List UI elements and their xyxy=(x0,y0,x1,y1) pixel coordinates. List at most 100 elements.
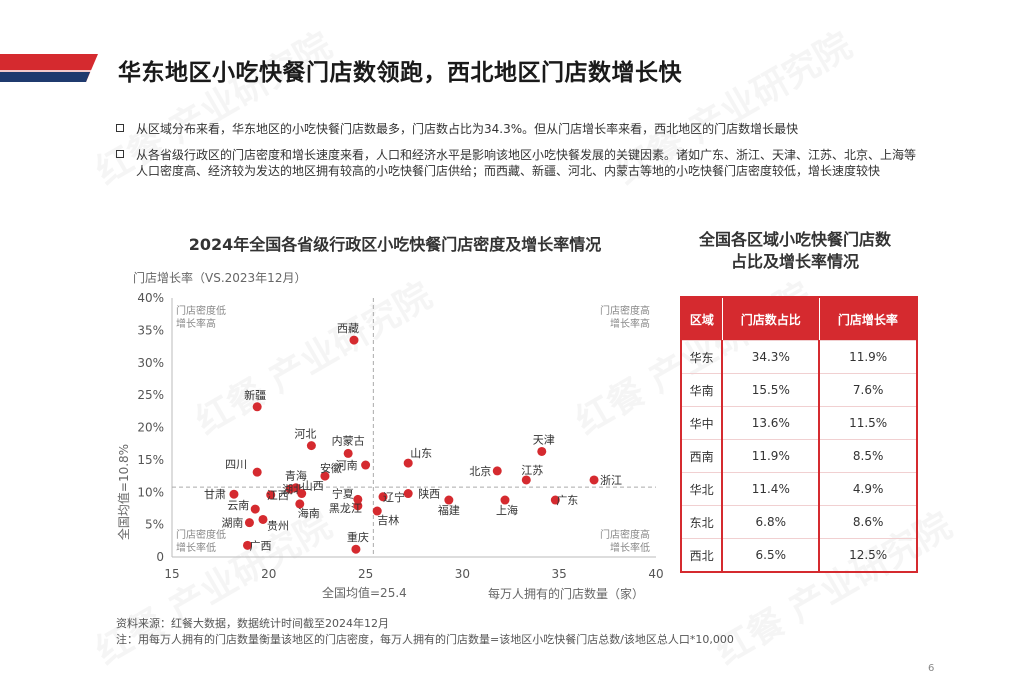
y-tick-label: 5% xyxy=(145,518,164,532)
point-label: 西藏 xyxy=(337,322,359,335)
table-cell: 12.5% xyxy=(819,538,917,572)
quadrant-label: 增长率低 xyxy=(610,541,650,554)
quadrant-label: 门店密度低 xyxy=(176,528,226,541)
y-tick-label: 40% xyxy=(137,291,164,305)
table-cell: 15.5% xyxy=(722,373,821,407)
table-cell: 7.6% xyxy=(819,373,917,407)
table-row: 西北 6.5% 12.5% xyxy=(681,538,917,572)
title-accent-bar xyxy=(0,54,98,82)
chart-title: 2024年全国各省级行政区小吃快餐门店密度及增长率情况 xyxy=(188,235,602,254)
table-header-cell: 区域 xyxy=(681,297,723,341)
table-cell: 11.9% xyxy=(722,439,821,473)
table-row: 华北 11.4% 4.9% xyxy=(681,472,917,506)
quadrant-label: 增长率高 xyxy=(610,317,650,330)
point-label: 山西 xyxy=(302,480,324,493)
point-label: 吉林 xyxy=(377,513,399,527)
scatter-point xyxy=(297,489,307,499)
table-header-cell: 门店增长率 xyxy=(819,297,917,341)
scatter-point xyxy=(589,475,599,485)
region-table: 区域 门店数占比 门店增长率 华东 34.3% 11.9% 华南 15.5% 7.6% 华中… xyxy=(680,296,918,573)
table-cell: 西北 xyxy=(681,538,724,572)
table-title-line: 全国各区域小吃快餐门店数 xyxy=(698,230,891,249)
scatter-point xyxy=(343,448,353,458)
y-tick-label: 0 xyxy=(156,550,164,564)
scatter-point xyxy=(349,335,359,345)
point-label: 内蒙古 xyxy=(332,433,365,447)
table-cell: 34.3% xyxy=(722,340,821,374)
table-cell: 13.6% xyxy=(722,406,821,440)
y-tick-label: 15% xyxy=(137,453,164,467)
scatter-point xyxy=(537,446,547,456)
x-tick-label: 25 xyxy=(358,567,373,581)
table-row: 东北 6.8% 8.6% xyxy=(681,505,917,539)
point-label: 江西 xyxy=(267,489,289,502)
quadrant-label: 增长率高 xyxy=(176,317,216,330)
point-label: 海南 xyxy=(298,506,320,520)
x-tick-label: 30 xyxy=(455,567,470,581)
x-tick-label: 15 xyxy=(164,567,179,581)
scatter-point xyxy=(320,471,330,481)
scatter-point xyxy=(353,494,363,504)
x-tick-label: 35 xyxy=(552,567,567,581)
scatter-point xyxy=(492,466,502,476)
scatter-point xyxy=(372,506,382,516)
point-label: 重庆 xyxy=(347,530,369,544)
point-label: 河北 xyxy=(294,428,316,441)
table-cell: 东北 xyxy=(681,505,724,539)
table-cell: 6.5% xyxy=(722,538,821,572)
table-row: 华南 15.5% 7.6% xyxy=(681,373,917,407)
scatter-point xyxy=(244,518,254,528)
point-label: 黑龙江 xyxy=(329,502,362,515)
x-tick-label: 20 xyxy=(261,567,276,581)
point-label: 湖南 xyxy=(221,517,243,530)
scatter-point xyxy=(403,489,413,499)
source-line: 资料来源：红餐大数据，数据统计时间截至2024年12月 xyxy=(116,617,389,630)
bullet-square-icon xyxy=(116,150,124,158)
point-label: 青海 xyxy=(285,469,307,483)
bullet-point: 从各省级行政区的门店密度和增长速度来看，人口和经济水平是影响该地区小吃快餐发展的… xyxy=(116,147,916,179)
table-header-row: 区域 门店数占比 门店增长率 xyxy=(681,297,917,341)
point-label: 新疆 xyxy=(244,388,266,402)
scatter-point xyxy=(250,504,260,514)
table-cell: 11.4% xyxy=(722,472,821,506)
table-cell: 华东 xyxy=(681,340,724,374)
point-label: 陕西 xyxy=(418,487,440,501)
x-mean-label: 全国均值=25.4 xyxy=(322,585,407,600)
table-header-cell: 门店数占比 xyxy=(722,297,820,341)
table-cell: 8.5% xyxy=(819,439,917,473)
point-label: 浙江 xyxy=(600,474,622,487)
y-mean-label: 全国均值=10.8% xyxy=(116,444,131,540)
table-row: 西南 11.9% 8.5% xyxy=(681,439,917,473)
bullet-text: 从各省级行政区的门店密度和增长速度来看，人口和经济水平是影响该地区小吃快餐发展的… xyxy=(136,148,917,178)
table-cell: 8.6% xyxy=(819,505,917,539)
page-number: 6 xyxy=(928,663,935,674)
table-cell: 西南 xyxy=(681,439,724,473)
quadrant-label: 增长率低 xyxy=(176,541,216,554)
scatter-point xyxy=(361,460,371,470)
table-title: 全国各区域小吃快餐门店数 占比及增长率情况 xyxy=(670,229,920,273)
scatter-point xyxy=(252,467,262,477)
scatter-point xyxy=(306,441,316,451)
scatter-point xyxy=(295,499,305,509)
scatter-point xyxy=(285,484,295,494)
point-label: 河南 xyxy=(336,459,358,472)
point-label: 安徽 xyxy=(320,461,342,475)
scatter-point xyxy=(252,402,262,412)
point-label: 广东 xyxy=(556,494,578,507)
y-tick-label: 10% xyxy=(137,485,164,499)
point-label: 北京 xyxy=(469,464,491,478)
point-label: 辽宁 xyxy=(383,490,405,504)
table-row: 华中 13.6% 11.5% xyxy=(681,406,917,440)
scatter-point xyxy=(243,540,253,550)
source-line: 注：用每万人拥有的门店数量衡量该地区的门店密度，每万人拥有的门店数量=该地区小吃… xyxy=(116,633,734,646)
source-note: 资料来源：红餐大数据，数据统计时间截至2024年12月 注：用每万人拥有的门店数… xyxy=(116,616,734,648)
point-label: 江苏 xyxy=(521,464,543,477)
point-label: 四川 xyxy=(225,458,247,471)
point-label: 山东 xyxy=(410,447,432,460)
scatter-point xyxy=(258,514,268,524)
point-label: 贵州 xyxy=(267,519,289,532)
table-cell: 11.9% xyxy=(819,340,917,374)
quadrant-label: 门店密度低 xyxy=(176,304,226,317)
scatter-point xyxy=(521,475,531,485)
